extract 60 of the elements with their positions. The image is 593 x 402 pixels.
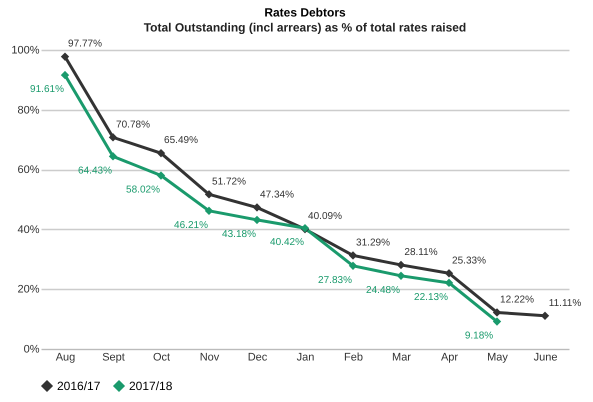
data-label: 43.18%: [222, 228, 256, 240]
x-tick-label: Sept: [102, 352, 125, 364]
data-label: 24.48%: [366, 284, 400, 296]
x-tick-label: Oct: [152, 352, 170, 364]
legend-label: 2017/18: [129, 379, 173, 393]
y-tick-label: 40%: [17, 224, 40, 236]
point: [108, 152, 118, 161]
point: [492, 317, 502, 326]
x-tick-label: Dec: [248, 352, 268, 364]
point: [60, 70, 70, 80]
y-tick-label: 20%: [17, 284, 40, 296]
x-tick-label: Aug: [56, 352, 76, 364]
x-tick-label: Jan: [296, 352, 314, 364]
data-label: 46.21%: [174, 220, 208, 231]
data-label: 58.02%: [126, 184, 160, 196]
data-label: 64.43%: [78, 165, 112, 176]
x-tick-label: May: [487, 352, 508, 364]
data-label: 11.11%: [548, 298, 582, 309]
data-label: 12.22%: [500, 294, 534, 306]
point: [156, 149, 166, 158]
data-label: 97.77%: [68, 38, 102, 50]
data-label: 22.13%: [414, 292, 448, 303]
point: [444, 269, 454, 278]
point: [204, 206, 214, 216]
point: [396, 260, 406, 270]
x-tick-label: Feb: [344, 352, 363, 364]
point: [60, 52, 70, 61]
data-label: 28.11%: [404, 246, 438, 258]
data-label: 31.29%: [356, 237, 390, 248]
point: [252, 203, 262, 212]
point: [108, 133, 118, 142]
chart-title: Rates Debtors: [264, 6, 346, 20]
point: [444, 278, 454, 288]
x-tick-label: Nov: [200, 352, 220, 364]
data-label: 47.34%: [260, 189, 294, 200]
data-label: 40.09%: [308, 211, 342, 222]
data-label: 25.33%: [452, 255, 486, 266]
chart-subtitle: Total Outstanding (incl arrears) as % of total rates raised: [144, 20, 466, 35]
x-tick-label: June: [534, 352, 558, 364]
data-label: 27.83%: [318, 274, 352, 286]
point: [492, 308, 502, 317]
point: [348, 251, 358, 260]
legend-label: 2016/17: [57, 379, 101, 393]
y-tick-label: 80%: [17, 104, 40, 116]
point: [396, 272, 406, 280]
x-tick-label: Mar: [392, 352, 412, 364]
point: [252, 216, 262, 224]
data-label: 40.42%: [270, 237, 304, 248]
data-label: 51.72%: [212, 176, 246, 188]
data-label: 65.49%: [164, 135, 198, 146]
y-tick-label: 60%: [17, 164, 40, 176]
y-tick-label: 0%: [24, 344, 40, 356]
data-label: 70.78%: [116, 119, 150, 130]
point: [156, 171, 166, 180]
data-label: 91.61%: [30, 84, 64, 96]
point: [204, 190, 214, 199]
point: [348, 262, 358, 270]
x-tick-label: Apr: [440, 352, 458, 364]
y-tick-label: 100%: [11, 44, 40, 56]
data-label: 9.18%: [464, 330, 494, 342]
